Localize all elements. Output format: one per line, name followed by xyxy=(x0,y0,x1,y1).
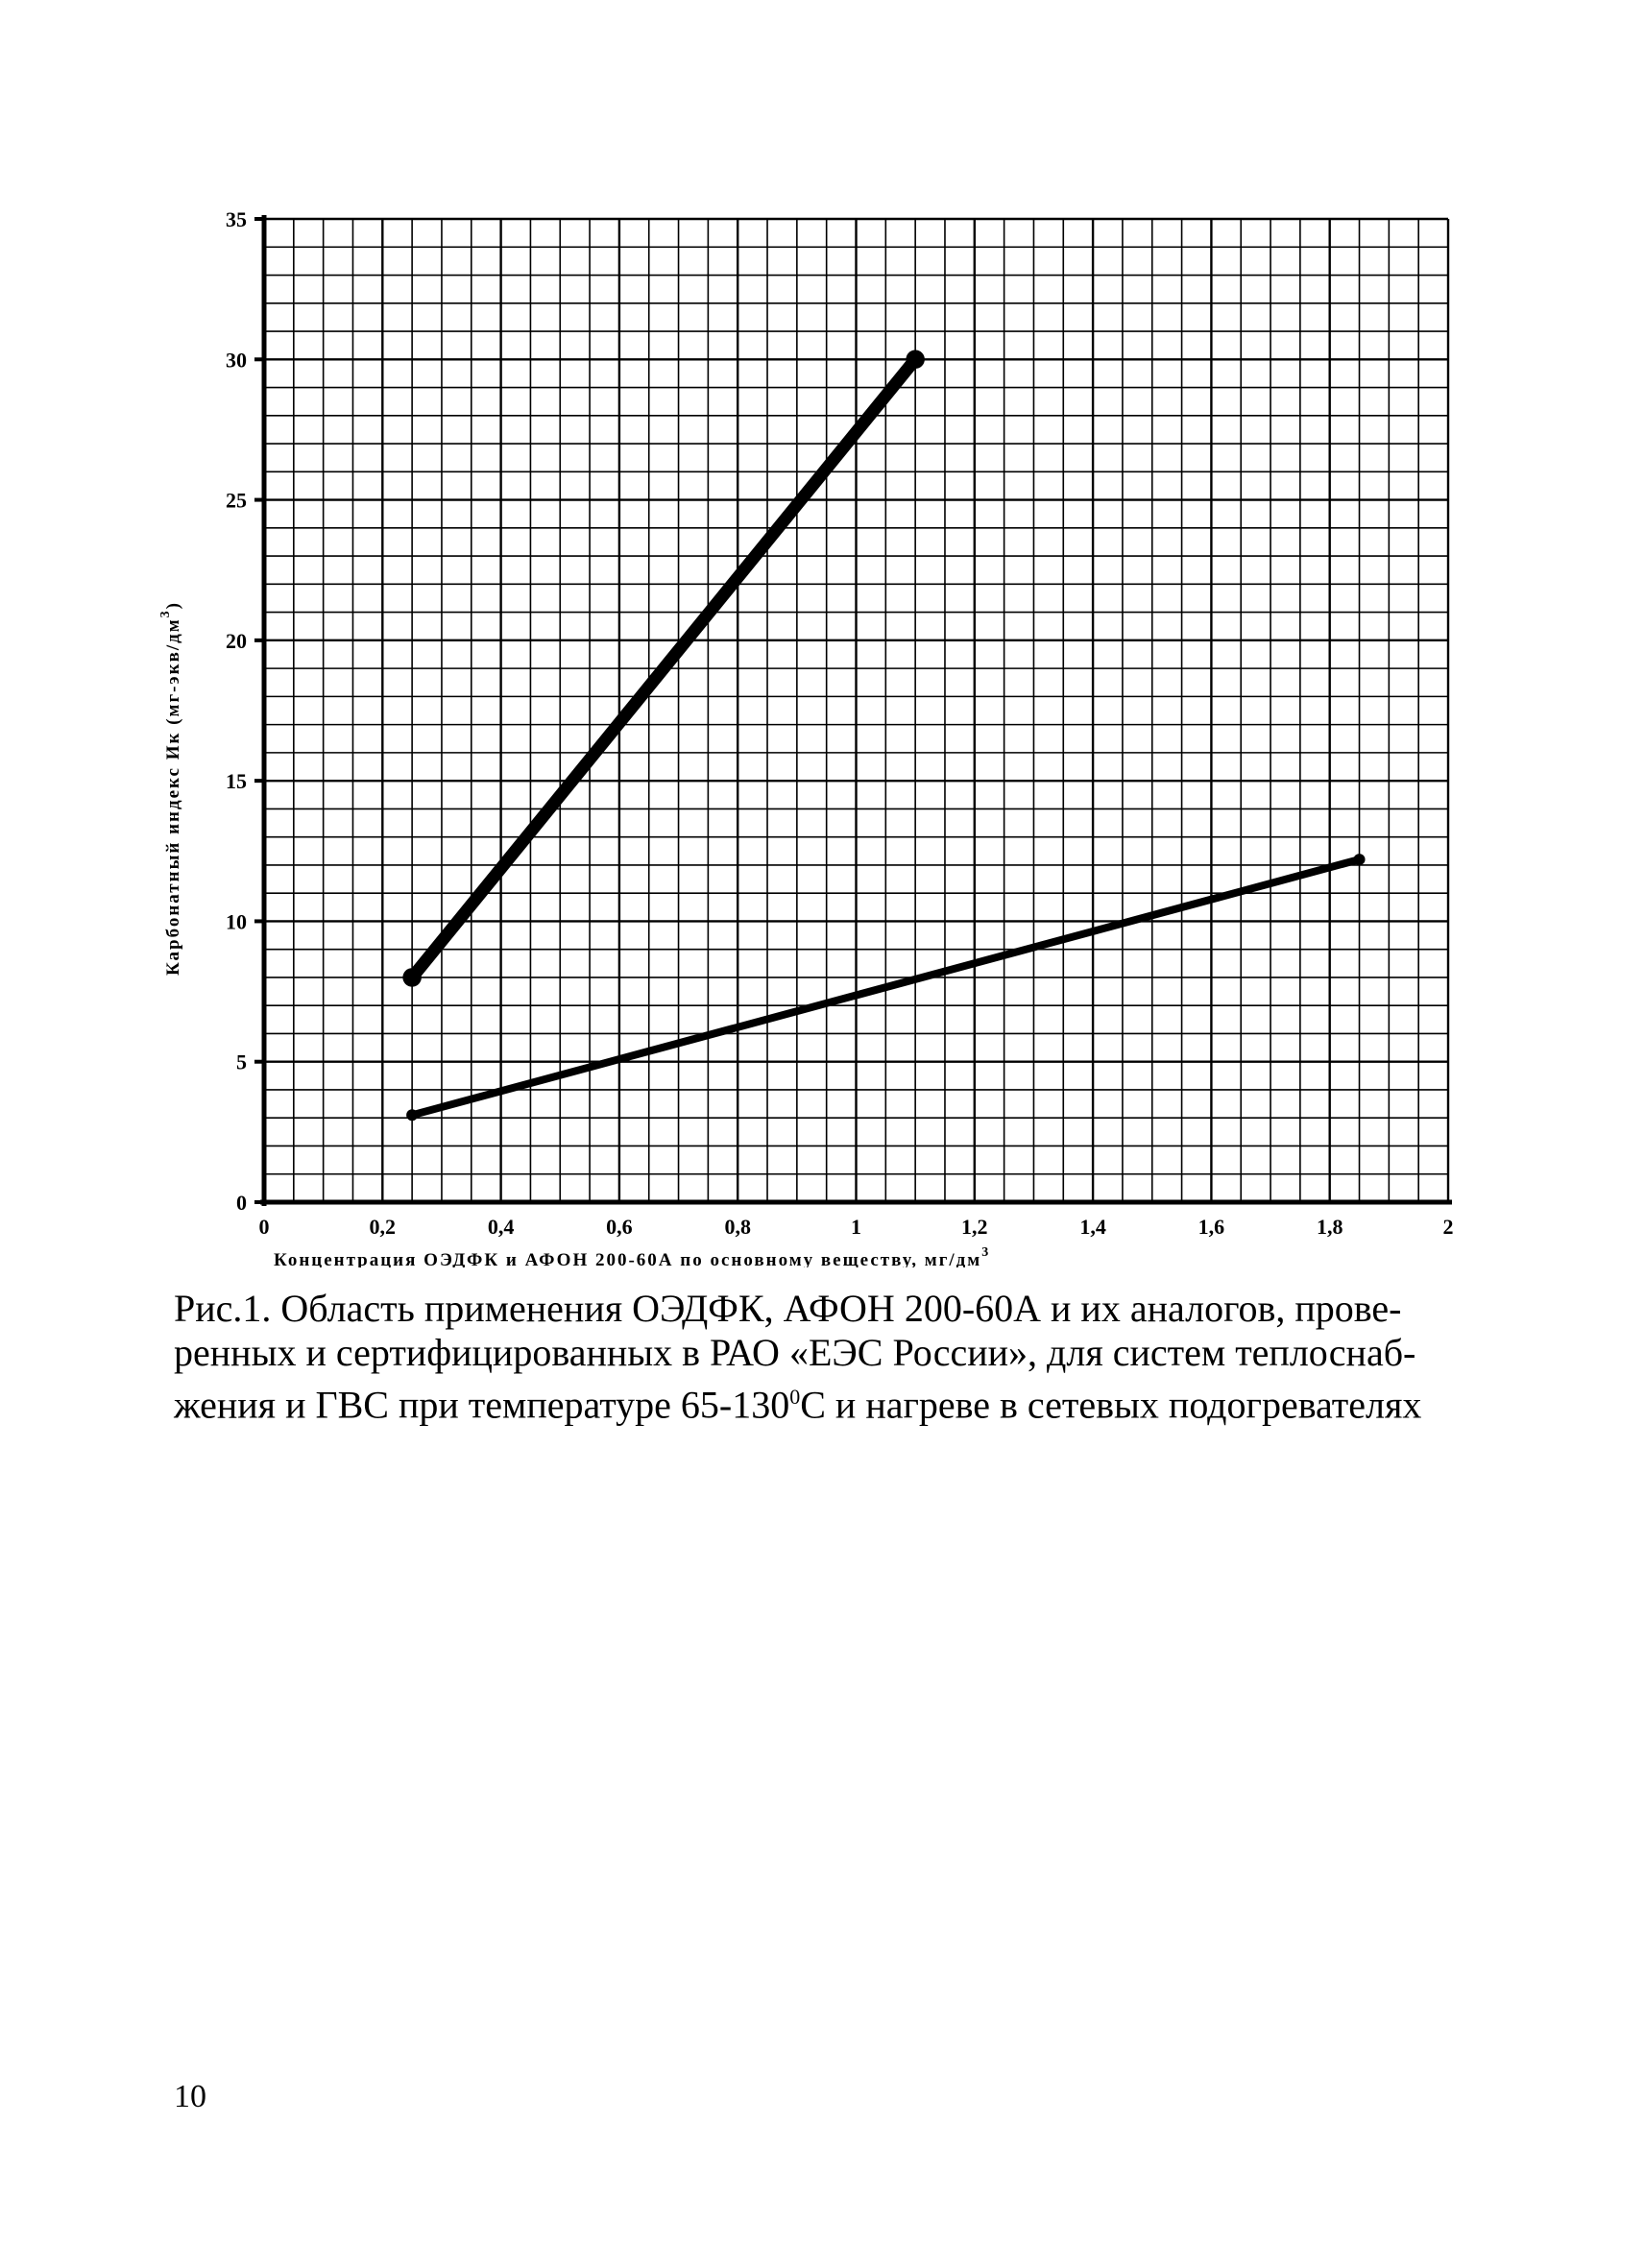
series-line-2 xyxy=(408,856,1364,1120)
y-tick-label: 0 xyxy=(236,1191,247,1215)
series-point-1 xyxy=(906,350,925,370)
x-tick-label: 0,8 xyxy=(724,1215,751,1239)
x-tick-label: 0,4 xyxy=(488,1215,515,1239)
y-tick-label: 15 xyxy=(226,769,247,793)
y-tick-label: 30 xyxy=(226,348,247,372)
axes xyxy=(254,215,1452,1206)
series-line-1 xyxy=(405,352,922,984)
x-axis-label: Концентрация ОЭДФК и АФОН 200-60А по осн… xyxy=(274,1245,990,1267)
x-tick-label: 0 xyxy=(259,1215,270,1239)
x-tick-label: 0,2 xyxy=(370,1215,397,1239)
y-tick-label: 35 xyxy=(226,207,247,231)
y-axis-label: Карбонатный индекс Ик (мг-экв/дм3) xyxy=(158,601,183,976)
series-point-2 xyxy=(406,1109,419,1122)
caption-line: ренных и сертифицированных в РАО «ЕЭС Ро… xyxy=(174,1331,1416,1374)
series-point-1 xyxy=(402,968,422,987)
x-tick-label: 0,6 xyxy=(606,1215,633,1239)
caption-line: жения и ГВС при температуре 65-1300С и н… xyxy=(174,1383,1422,1427)
x-tick-label: 1 xyxy=(851,1215,861,1239)
x-tick-label: 2 xyxy=(1443,1215,1454,1239)
figure-caption: Рис.1. Область применения ОЭДФК, АФОН 20… xyxy=(174,1287,1499,1427)
y-tick-label: 20 xyxy=(226,629,247,653)
y-tick-label: 10 xyxy=(226,909,247,933)
y-tick-label: 25 xyxy=(226,489,247,513)
page-number: 10 xyxy=(174,2079,206,2114)
series-layer xyxy=(402,350,1366,1122)
chart: 0 0,2 0,4 0,6 0,8 1 1,2 1,4 1,6 1,8 2 0 5 10 15 20 25 30… xyxy=(158,207,1454,1267)
x-tick-label: 1,4 xyxy=(1079,1215,1106,1239)
x-tick-label: 1,6 xyxy=(1198,1215,1225,1239)
y-tick-labels: 0 5 10 15 20 25 30 35 xyxy=(226,207,247,1215)
x-tick-label: 1,8 xyxy=(1317,1215,1343,1239)
y-tick-label: 5 xyxy=(236,1050,247,1074)
series-point-2 xyxy=(1353,854,1366,866)
x-tick-label: 1,2 xyxy=(961,1215,988,1239)
x-tick-labels: 0 0,2 0,4 0,6 0,8 1 1,2 1,4 1,6 1,8 2 xyxy=(259,1215,1454,1239)
caption-line: Рис.1. Область применения ОЭДФК, АФОН 20… xyxy=(174,1287,1402,1330)
